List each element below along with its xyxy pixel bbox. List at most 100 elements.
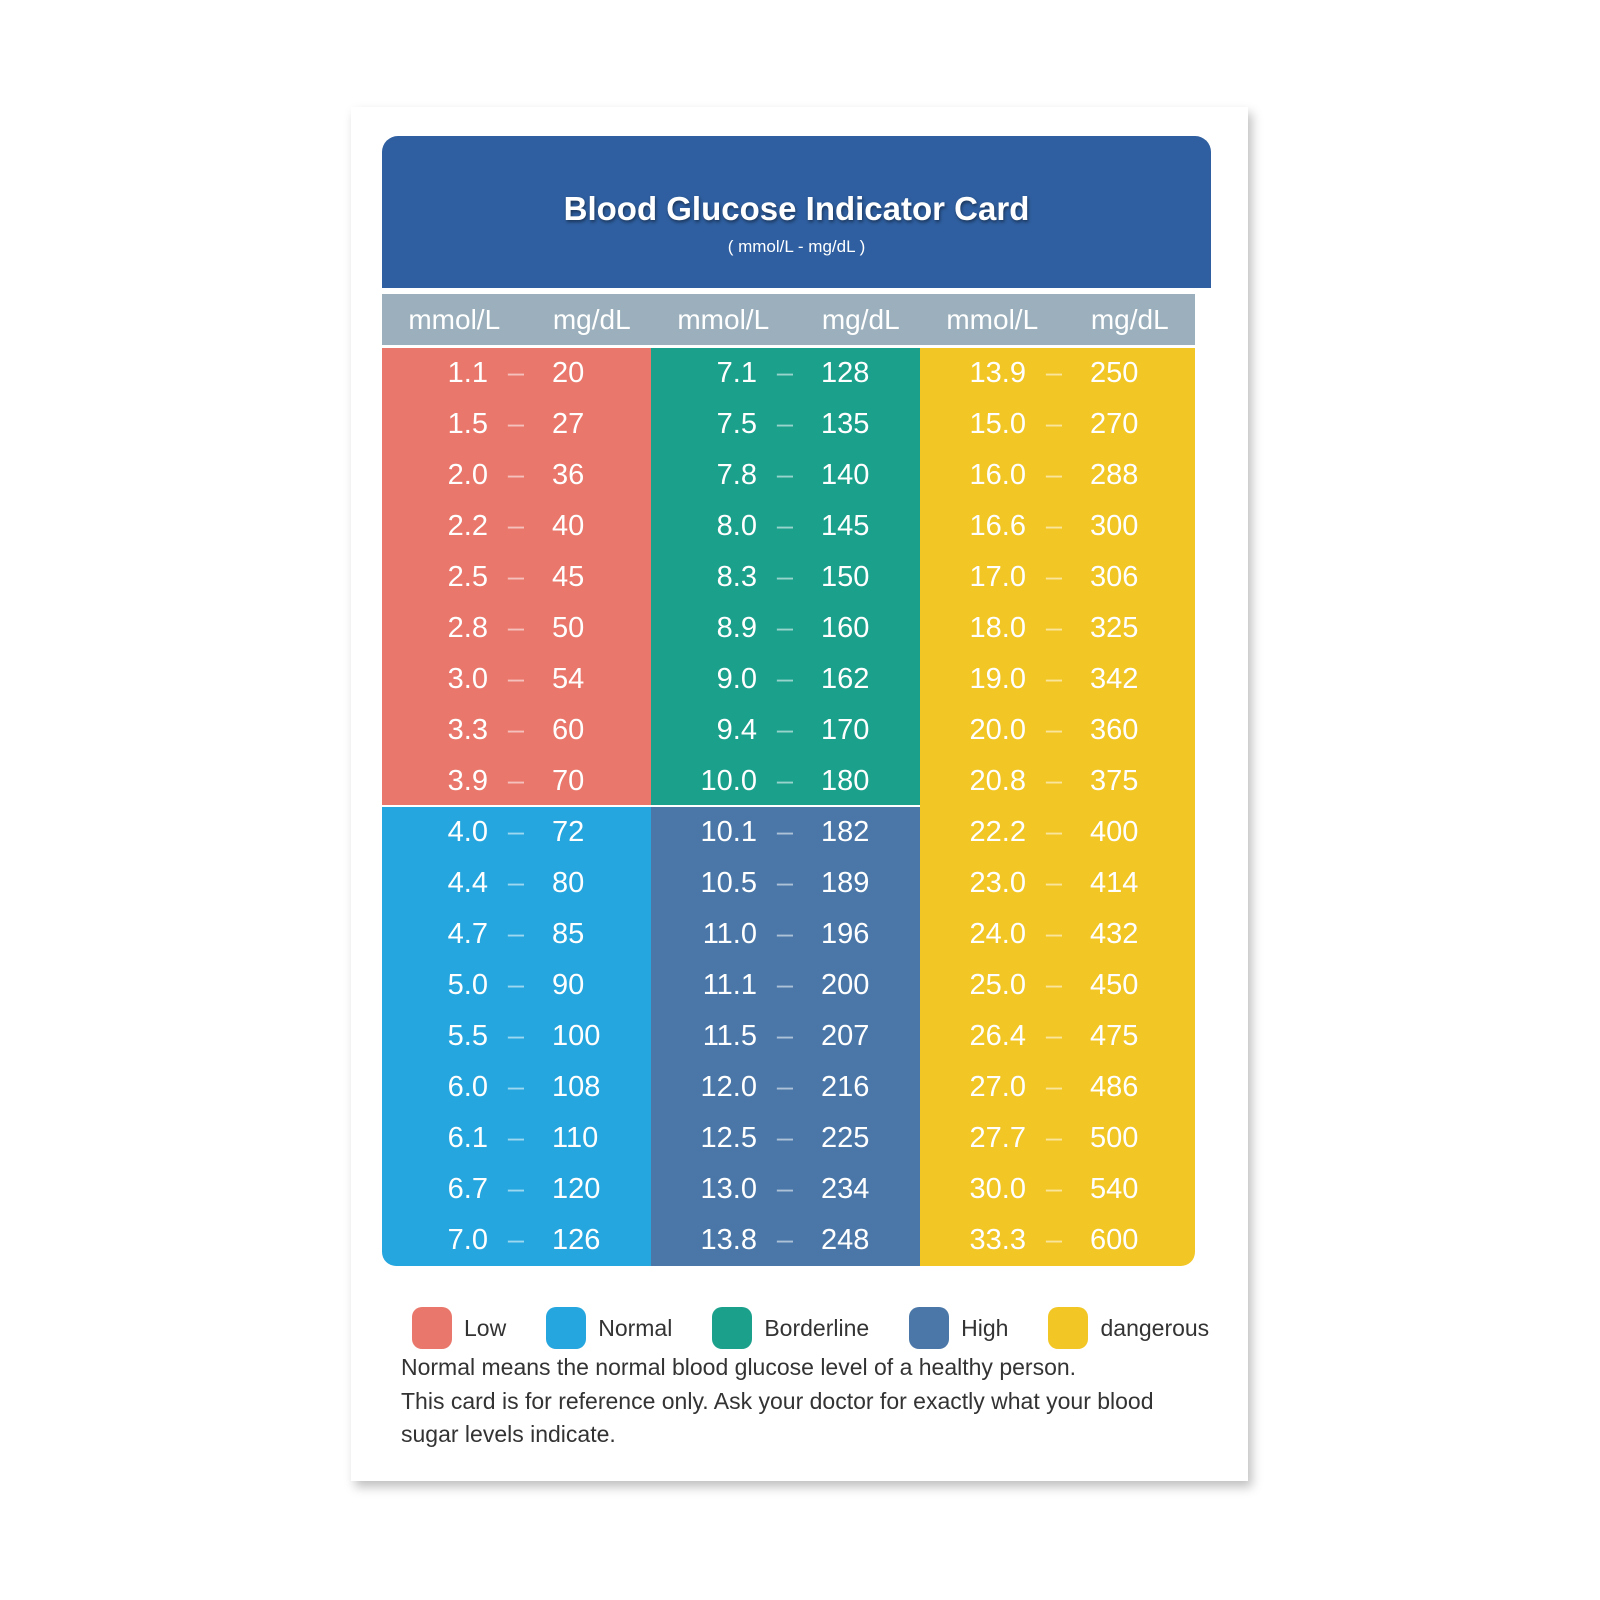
table-row: 26.4–475 — [920, 1011, 1195, 1062]
mmol-value: 19.0 — [969, 663, 1026, 695]
mgdl-value: 85 — [552, 918, 585, 950]
mmol-value: 20.0 — [969, 714, 1026, 746]
separator-dash: – — [1045, 663, 1063, 695]
mmol-value: 3.0 — [447, 663, 488, 695]
mgdl-value: 500 — [1090, 1122, 1139, 1154]
separator-dash: – — [507, 459, 525, 491]
separator-dash: – — [1045, 1122, 1063, 1154]
mmol-value: 22.2 — [969, 816, 1026, 848]
separator-dash: – — [507, 1224, 525, 1256]
separator-dash: – — [1045, 408, 1063, 440]
separator-dash: – — [507, 663, 525, 695]
separator-dash: – — [1045, 561, 1063, 593]
separator-dash: – — [776, 408, 794, 440]
mmol-value: 24.0 — [969, 918, 1026, 950]
separator-dash: – — [507, 918, 525, 950]
mgdl-value: 250 — [1090, 357, 1139, 389]
mmol-value: 7.1 — [716, 357, 757, 389]
legend-swatch — [712, 1307, 753, 1349]
legend-item-dangerous: dangerous — [1048, 1307, 1209, 1349]
separator-dash: – — [776, 459, 794, 491]
separator-dash: – — [776, 357, 794, 389]
column-header-2: mmol/L mg/dL — [651, 294, 926, 345]
separator-dash: – — [1045, 459, 1063, 491]
mmol-value: 26.4 — [969, 1020, 1026, 1052]
table-row: 7.5–135 — [651, 399, 926, 450]
mgdl-value: 288 — [1090, 459, 1139, 491]
table-row: 3.0–54 — [382, 654, 657, 705]
legend-swatch — [1048, 1307, 1089, 1349]
table-row: 19.0–342 — [920, 654, 1195, 705]
separator-dash: – — [507, 561, 525, 593]
mgdl-value: 414 — [1090, 867, 1139, 899]
mmol-value: 13.9 — [969, 357, 1026, 389]
mmol-value: 7.0 — [447, 1224, 488, 1256]
table-row: 10.5–189 — [651, 858, 926, 909]
mgdl-value: 270 — [1090, 408, 1139, 440]
table-row: 10.1–182 — [651, 807, 926, 858]
separator-dash: – — [776, 765, 794, 797]
mmol-value: 8.9 — [716, 612, 757, 644]
legend-item-high: High — [909, 1307, 1008, 1349]
table-row: 27.7–500 — [920, 1113, 1195, 1164]
mgdl-value: 225 — [821, 1122, 870, 1154]
card-title: Blood Glucose Indicator Card — [563, 190, 1030, 227]
separator-dash: – — [1045, 1071, 1063, 1103]
mmol-value: 9.0 — [716, 663, 757, 695]
separator-dash: – — [1045, 1020, 1063, 1052]
separator-dash: – — [776, 816, 794, 848]
mmol-value: 4.7 — [447, 918, 488, 950]
table-row: 5.0–90 — [382, 960, 657, 1011]
mgdl-value: 216 — [821, 1071, 870, 1103]
separator-dash: – — [1045, 1173, 1063, 1205]
legend-swatch — [412, 1307, 452, 1349]
mmol-value: 20.8 — [969, 765, 1026, 797]
range-block-dangerous — [920, 348, 1195, 1266]
table-row: 16.6–300 — [920, 501, 1195, 552]
color-legend: Low Normal Borderline High dangerous — [412, 1306, 1209, 1350]
mmol-value: 16.6 — [969, 510, 1026, 542]
table-row: 13.8–248 — [651, 1215, 926, 1266]
mmol-value: 4.4 — [447, 867, 488, 899]
mmol-value: 6.7 — [447, 1173, 488, 1205]
mgdl-value: 90 — [552, 969, 585, 1001]
mgdl-value: 207 — [821, 1020, 870, 1052]
legend-swatch — [909, 1307, 950, 1349]
legend-label: dangerous — [1100, 1314, 1210, 1341]
header-mmol: mmol/L — [946, 303, 1039, 335]
table-row: 17.0–306 — [920, 552, 1195, 603]
mgdl-value: 70 — [552, 765, 585, 797]
mmol-value: 6.1 — [447, 1122, 488, 1154]
table-row: 24.0–432 — [920, 909, 1195, 960]
separator-dash: – — [1045, 510, 1063, 542]
mmol-value: 11.5 — [702, 1020, 757, 1052]
mmol-value: 7.5 — [716, 408, 757, 440]
mgdl-value: 182 — [821, 816, 870, 848]
header-mgdl: mg/dL — [821, 303, 900, 335]
mmol-value: 1.1 — [447, 357, 488, 389]
mgdl-value: 110 — [552, 1122, 599, 1154]
table-row: 4.0–72 — [382, 807, 657, 858]
table-row: 27.0–486 — [920, 1062, 1195, 1113]
mmol-value: 5.0 — [447, 969, 488, 1001]
mgdl-value: 45 — [552, 561, 585, 593]
separator-dash: – — [1045, 714, 1063, 746]
table-row: 8.0–145 — [651, 501, 926, 552]
table-row: 11.5–207 — [651, 1011, 926, 1062]
separator-dash: – — [776, 1173, 794, 1205]
card-banner: Blood Glucose Indicator Card ( mmol/L - … — [382, 136, 1211, 288]
table-row: 4.7–85 — [382, 909, 657, 960]
table-row: 6.7–120 — [382, 1164, 657, 1215]
mgdl-value: 600 — [1090, 1224, 1139, 1256]
separator-dash: – — [507, 1122, 525, 1154]
separator-dash: – — [776, 663, 794, 695]
mmol-value: 2.8 — [447, 612, 488, 644]
legend-item-low: Low — [412, 1307, 506, 1349]
mgdl-value: 540 — [1090, 1173, 1139, 1205]
separator-dash: – — [776, 714, 794, 746]
table-row: 10.0–180 — [651, 756, 926, 807]
table-row: 22.2–400 — [920, 807, 1195, 858]
table-row: 13.0–234 — [651, 1164, 926, 1215]
table-row: 13.9–250 — [920, 348, 1195, 399]
table-row: 30.0–540 — [920, 1164, 1195, 1215]
